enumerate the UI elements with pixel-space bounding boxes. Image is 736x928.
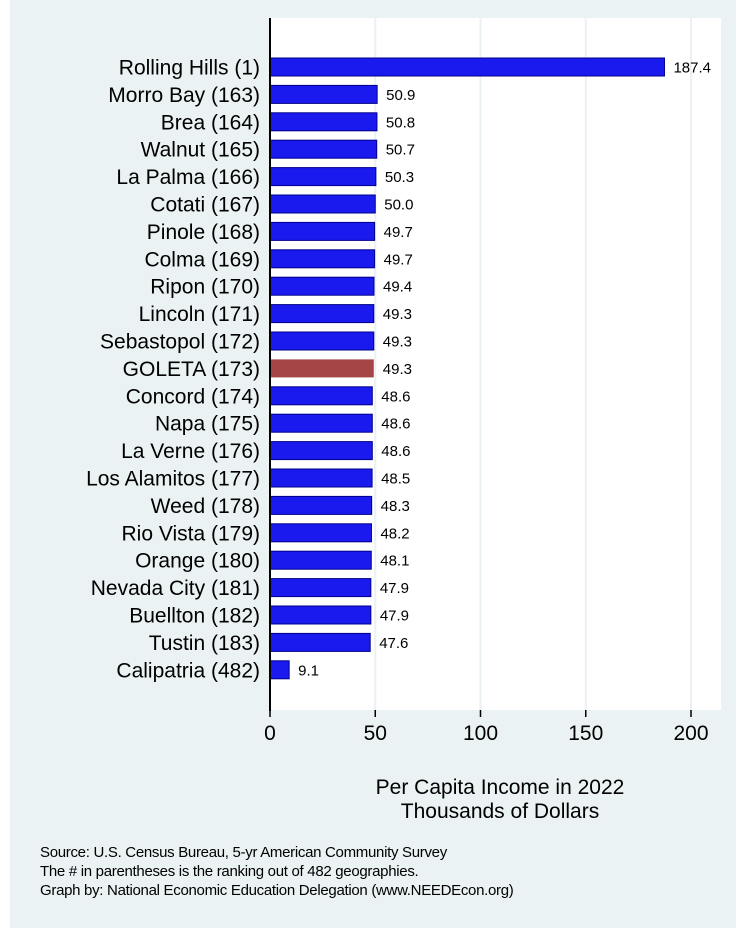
category-label: Nevada City (181) [91, 577, 260, 600]
bar-highlight [270, 359, 374, 378]
bar [269, 57, 665, 77]
bar [269, 112, 378, 132]
category-label: La Palma (166) [116, 166, 260, 189]
bar [269, 167, 377, 187]
value-label: 48.6 [381, 443, 410, 460]
category-label: Tustin (183) [149, 632, 260, 655]
value-label: 48.3 [381, 498, 410, 515]
category-label: Ripon (170) [150, 276, 260, 299]
x-tick-label: 150 [568, 722, 603, 745]
source-note: Source: U.S. Census Bureau, 5-yr America… [40, 844, 447, 861]
bar [269, 550, 372, 570]
value-label: 47.6 [379, 635, 408, 652]
value-label: 49.4 [383, 279, 412, 296]
category-label: Buellton (182) [129, 605, 260, 628]
category-label: La Verne (176) [121, 440, 260, 463]
category-label: Rolling Hills (1) [119, 57, 260, 80]
bar [269, 221, 376, 241]
value-label: 48.6 [381, 416, 410, 433]
category-label: Orange (180) [135, 550, 260, 573]
value-label: 48.1 [380, 553, 409, 570]
ranking-note: The # in parentheses is the ranking out … [40, 863, 419, 880]
category-label: Los Alamitos (177) [86, 468, 260, 491]
value-label: 50.9 [386, 87, 415, 104]
value-label: 187.4 [673, 60, 711, 77]
category-label: Brea (164) [161, 111, 260, 134]
bar [269, 386, 373, 406]
value-label: 49.3 [383, 334, 412, 351]
value-label: 49.3 [383, 306, 412, 323]
category-label: Colma (169) [144, 248, 260, 271]
bar [269, 495, 373, 515]
bar [269, 304, 375, 324]
category-label: Lincoln (171) [139, 303, 260, 326]
category-label: Concord (174) [126, 385, 260, 408]
category-label: Sebastopol (172) [100, 331, 260, 354]
bar [269, 660, 290, 680]
bar [269, 523, 372, 543]
value-label: 48.5 [381, 471, 410, 488]
x-axis-title-line-1: Per Capita Income in 2022 [375, 776, 625, 799]
chart-notes: Source: U.S. Census Bureau, 5-yr America… [40, 843, 730, 900]
value-label: 50.3 [385, 169, 414, 186]
category-label: Walnut (165) [141, 139, 260, 162]
value-label: 50.0 [384, 197, 413, 214]
bar [269, 605, 372, 625]
bar [269, 84, 378, 104]
value-label: 50.7 [386, 142, 415, 159]
bar [269, 331, 375, 351]
category-label: Rio Vista (179) [121, 522, 260, 545]
bar [269, 413, 373, 433]
category-label: Calipatria (482) [116, 659, 260, 682]
value-label: 49.3 [383, 361, 412, 378]
category-label: Cotati (167) [150, 194, 260, 217]
value-label: 48.6 [381, 388, 410, 405]
x-tick-label: 50 [364, 722, 387, 745]
bar-chart: Rolling Hills (1) 187.4 Morro Bay (163) 50.… [86, 18, 711, 745]
bar [269, 441, 373, 461]
bar [269, 194, 376, 214]
category-label: GOLETA (173) [123, 358, 260, 381]
value-label: 50.8 [386, 114, 415, 131]
bar [269, 632, 371, 652]
bar [269, 139, 378, 159]
bar [269, 249, 376, 269]
bar [269, 578, 372, 598]
value-label: 49.7 [384, 224, 413, 241]
value-label: 47.9 [380, 580, 409, 597]
value-label: 48.2 [380, 525, 409, 542]
x-tick-label: 200 [673, 722, 708, 745]
x-tick-label: 100 [463, 722, 498, 745]
x-tick-label: 0 [264, 722, 276, 745]
category-label: Napa (175) [155, 413, 260, 436]
value-label: 47.9 [380, 608, 409, 625]
bar [269, 276, 375, 296]
category-label: Pinole (168) [147, 221, 260, 244]
category-label: Morro Bay (163) [108, 84, 260, 107]
x-axis-title: Per Capita Income in 2022 Thousands of D… [330, 776, 670, 824]
value-label: 49.7 [384, 251, 413, 268]
credit-note: Graph by: National Economic Education De… [40, 882, 514, 899]
bar [269, 468, 373, 488]
value-label: 9.1 [298, 662, 319, 679]
category-label: Weed (178) [151, 495, 260, 518]
x-axis-title-line-2: Thousands of Dollars [400, 800, 600, 823]
